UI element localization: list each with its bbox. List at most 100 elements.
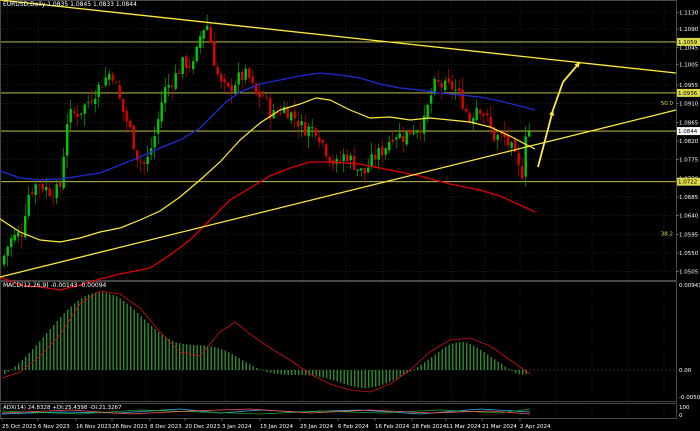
candle-body [468,112,471,123]
candle-body [122,99,125,113]
candle-body [153,136,156,148]
macd-bar [455,342,457,370]
fib-level-label: 38.2 [661,231,673,237]
candle-body [367,167,370,173]
macd-bar [175,342,177,370]
projection-arrow-pullback [552,81,564,111]
macd-bar [259,369,261,370]
candle-body [69,108,72,123]
candle-body [178,73,181,75]
time-axis-label: 28 Nov 2023 [112,424,148,430]
macd-bar [420,364,422,370]
macd-bar [123,300,125,370]
candle-body [115,82,118,84]
macd-bar [434,354,436,370]
candle-body [237,72,240,85]
macd-bar [284,370,286,375]
candle-body [10,238,13,248]
macd-bar [371,370,373,388]
macd-bar [515,370,517,373]
price-tag-text: 1.0722 [678,180,697,186]
candle-body [62,156,65,189]
candle-body [465,109,468,112]
candle-body [440,82,443,88]
candle-body [479,109,482,114]
macd-bar [42,337,44,370]
candle-body [381,146,384,156]
candle-body [500,133,503,134]
candle-body [38,185,41,186]
macd-bar [287,370,289,375]
macd-bar [147,322,149,370]
candle-body [216,66,219,75]
price-tag-box [677,177,700,186]
price-tag-text: 1.0936 [678,91,698,97]
candle-body [454,89,457,91]
price-tick-label: 1.0955 [679,83,699,89]
candle-body [384,148,387,155]
candle-body [202,30,205,39]
candle-body [398,133,401,139]
candle-body [423,115,426,134]
candle-body [269,98,272,119]
price-tag-box [677,37,700,46]
time-axis-label: 3 Jan 2024 [222,424,252,430]
adx-label: ADX(14) 24.8328 +DI:25.4398 -DI:21.3267 [3,405,122,411]
price-tick-label: 1.1090 [679,27,699,33]
candle-body [132,125,135,150]
macd-bar [119,298,121,370]
candle-body [461,89,464,109]
candle-body [528,131,531,137]
candle-body [24,216,27,238]
projection-arrow-up-1 [537,109,554,168]
macd-bar [179,343,181,370]
candle-body [143,162,146,164]
macd-bar [494,359,496,370]
candle-body [220,74,223,82]
candle-body [241,71,244,81]
candle-body [45,186,48,191]
candle-body [356,169,359,171]
macd-bar [91,293,93,370]
macd-bar [504,366,506,370]
macd-bar [396,370,398,379]
macd-bar [483,352,485,370]
macd-label: MACD(12,26,9) -0.00143 -0.00094 [3,282,107,289]
candle-body [20,234,23,237]
candle-body [307,126,310,137]
macd-bar [448,345,450,370]
macd-bar [238,358,240,370]
candle-body [458,88,461,91]
macd-bar [308,370,310,376]
candle-body [258,91,261,98]
candle-body [3,255,6,265]
macd-bar [95,292,97,370]
candle-body [388,141,391,151]
macd-bar [385,370,387,384]
candle-body [335,159,338,164]
candle-body [300,121,303,126]
macd-bar [207,345,209,370]
price-tick-label: 1.1005 [679,62,699,68]
candle-body [104,77,107,86]
candle-body [349,155,352,161]
candle-body [304,121,307,136]
candle-body [314,128,317,136]
macd-bar [60,317,62,370]
candle-body [290,112,293,121]
macd-bar [193,345,195,370]
time-axis-label: 6 Feb 2024 [338,424,369,430]
candle-body [213,41,216,66]
candle-body [279,112,282,114]
candle-body [76,113,79,117]
candle-body [524,136,527,177]
candle-body [363,168,366,174]
candle-body [227,82,230,87]
candle-body [125,110,128,122]
macd-bar [378,370,380,386]
macd-bar [452,343,454,370]
candle-body [59,182,62,188]
macd-bar [130,306,132,370]
fib-level-label: 50.0 [661,101,674,107]
